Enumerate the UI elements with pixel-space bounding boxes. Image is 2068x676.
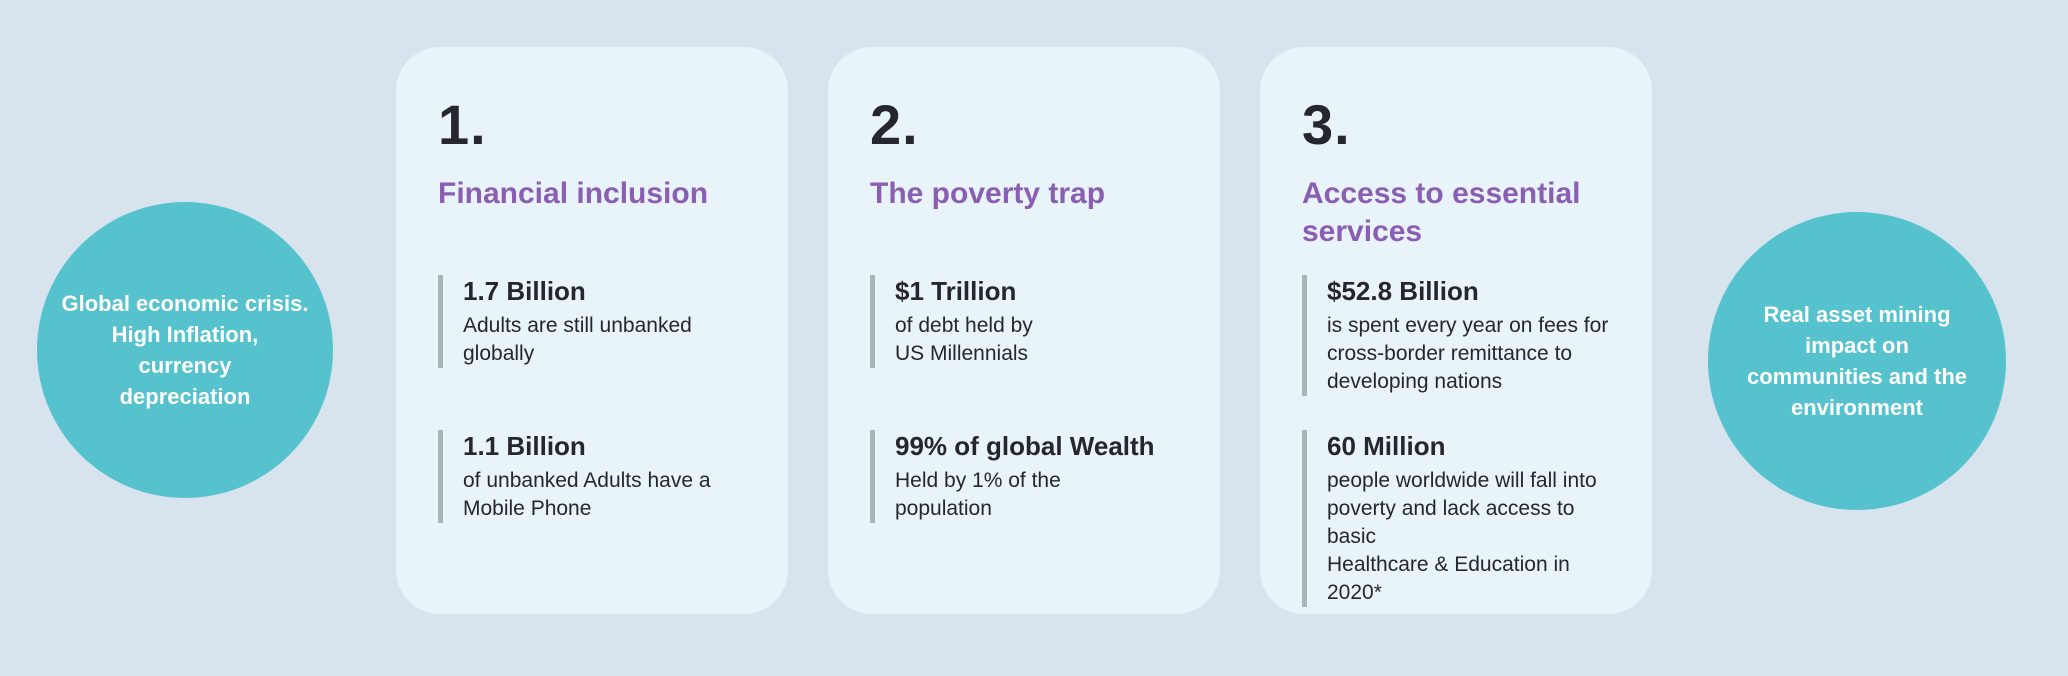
stat-slot: $1 Trillion of debt held by US Millennia… — [870, 275, 1182, 430]
card-number: 1. — [438, 93, 487, 156]
card-title: The poverty trap — [870, 177, 1106, 210]
stat-slot: 1.7 Billion Adults are still unbanked gl… — [438, 275, 750, 430]
card-title: Access to essential services — [1302, 177, 1581, 248]
stat-desc: of debt held by US Millennials — [895, 314, 1033, 365]
stat-slot: 1.1 Billion of unbanked Adults have a Mo… — [438, 430, 750, 523]
stat-value: 60 Million — [1327, 431, 1446, 461]
stat-value: $52.8 Billion — [1327, 276, 1479, 306]
stat-block: $1 Trillion of debt held by US Millennia… — [870, 275, 1182, 368]
stat-block: 1.7 Billion Adults are still unbanked gl… — [438, 275, 750, 368]
card-title: Financial inclusion — [438, 177, 709, 210]
stat-block: $52.8 Billion is spent every year on fee… — [1302, 275, 1614, 396]
stat-value: $1 Trillion — [895, 276, 1017, 306]
card-number: 2. — [870, 93, 919, 156]
stat-value: 1.7 Billion — [463, 276, 586, 306]
card-access-essential-services: 3. Access to essential services $52.8 Bi… — [1260, 47, 1652, 614]
stat-value: 1.1 Billion — [463, 431, 586, 461]
right-circle-real-asset-mining: Real asset mining impact on communities … — [1708, 212, 2006, 510]
stat-block: 99% of global Wealth Held by 1% of the p… — [870, 430, 1182, 523]
stat-block: 60 Million people worldwide will fall in… — [1302, 430, 1614, 607]
stat-slot: 60 Million people worldwide will fall in… — [1302, 430, 1614, 607]
stat-slot: $52.8 Billion is spent every year on fee… — [1302, 275, 1614, 430]
cards-row: 1. Financial inclusion 1.7 Billion Adult… — [396, 47, 1652, 614]
left-circle-text: Global economic crisis. High Inflation, … — [61, 291, 309, 409]
stat-desc: people worldwide will fall into poverty … — [1327, 469, 1597, 604]
card-number: 3. — [1302, 93, 1351, 156]
left-circle-global-crisis: Global economic crisis. High Inflation, … — [37, 202, 333, 498]
card-financial-inclusion: 1. Financial inclusion 1.7 Billion Adult… — [396, 47, 788, 614]
right-circle-text: Real asset mining impact on communities … — [1746, 302, 1968, 420]
stat-value: 99% of global Wealth — [895, 431, 1155, 461]
stat-desc: of unbanked Adults have a Mobile Phone — [463, 469, 711, 520]
stat-desc: is spent every year on fees for cross-bo… — [1327, 314, 1609, 393]
card-poverty-trap: 2. The poverty trap $1 Trillion of debt … — [828, 47, 1220, 614]
stat-desc: Held by 1% of the population — [895, 469, 1061, 520]
stat-slot: 99% of global Wealth Held by 1% of the p… — [870, 430, 1182, 523]
stat-desc: Adults are still unbanked globally — [463, 314, 692, 365]
stat-block: 1.1 Billion of unbanked Adults have a Mo… — [438, 430, 750, 523]
